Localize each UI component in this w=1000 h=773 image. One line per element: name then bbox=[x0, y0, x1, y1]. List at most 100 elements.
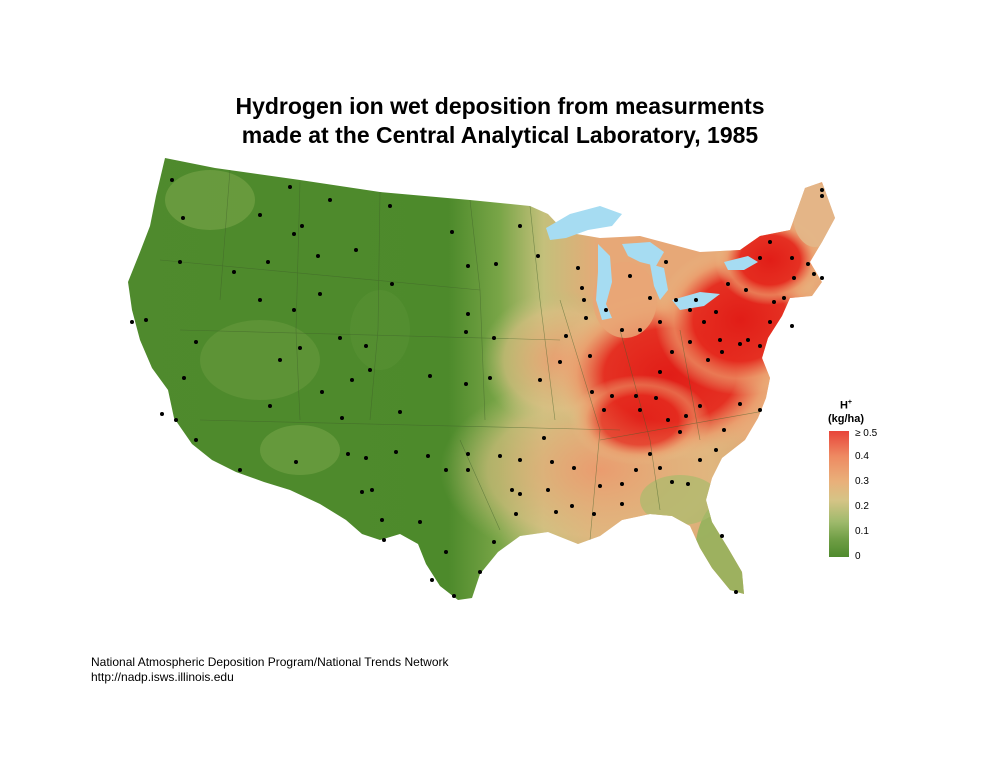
site-marker bbox=[294, 460, 298, 464]
site-marker bbox=[590, 390, 594, 394]
site-marker bbox=[450, 230, 454, 234]
site-marker bbox=[702, 320, 706, 324]
site-marker bbox=[684, 414, 688, 418]
site-marker bbox=[370, 488, 374, 492]
site-marker bbox=[288, 185, 292, 189]
site-marker bbox=[768, 240, 772, 244]
site-marker bbox=[488, 376, 492, 380]
site-marker bbox=[368, 368, 372, 372]
site-marker bbox=[542, 436, 546, 440]
site-markers bbox=[130, 178, 824, 598]
site-marker bbox=[820, 194, 824, 198]
site-marker bbox=[360, 490, 364, 494]
site-marker bbox=[268, 404, 272, 408]
site-marker bbox=[720, 534, 724, 538]
site-marker bbox=[466, 312, 470, 316]
site-marker bbox=[738, 342, 742, 346]
site-marker bbox=[510, 488, 514, 492]
legend-label-3: 0.2 bbox=[855, 501, 869, 512]
site-marker bbox=[638, 408, 642, 412]
site-marker bbox=[258, 213, 262, 217]
site-marker bbox=[298, 346, 302, 350]
legend-label-0: ≥ 0.5 bbox=[855, 428, 878, 439]
site-marker bbox=[572, 466, 576, 470]
site-marker bbox=[610, 394, 614, 398]
site-marker bbox=[194, 340, 198, 344]
site-marker bbox=[278, 358, 282, 362]
site-marker bbox=[688, 308, 692, 312]
site-marker bbox=[554, 510, 558, 514]
site-marker bbox=[634, 394, 638, 398]
site-marker bbox=[758, 256, 762, 260]
site-marker bbox=[464, 330, 468, 334]
site-marker bbox=[452, 594, 456, 598]
site-marker bbox=[604, 308, 608, 312]
site-marker bbox=[694, 298, 698, 302]
site-marker bbox=[758, 344, 762, 348]
site-marker bbox=[686, 482, 690, 486]
site-marker bbox=[782, 296, 786, 300]
site-marker bbox=[174, 418, 178, 422]
site-marker bbox=[426, 454, 430, 458]
legend-unit: (kg/ha) bbox=[827, 412, 865, 425]
legend-title: H+ (kg/ha) bbox=[826, 396, 866, 426]
site-marker bbox=[582, 298, 586, 302]
site-marker bbox=[316, 254, 320, 258]
legend-title-sup: + bbox=[847, 399, 853, 406]
site-marker bbox=[722, 428, 726, 432]
site-marker bbox=[738, 402, 742, 406]
site-marker bbox=[588, 354, 592, 358]
site-marker bbox=[292, 308, 296, 312]
site-marker bbox=[428, 374, 432, 378]
site-marker bbox=[160, 412, 164, 416]
site-marker bbox=[130, 320, 134, 324]
site-marker bbox=[806, 262, 810, 266]
site-marker bbox=[714, 448, 718, 452]
site-marker bbox=[670, 350, 674, 354]
site-marker bbox=[628, 274, 632, 278]
site-marker bbox=[678, 430, 682, 434]
site-marker bbox=[390, 282, 394, 286]
site-marker bbox=[194, 438, 198, 442]
site-marker bbox=[170, 178, 174, 182]
legend-color-bar bbox=[829, 431, 849, 557]
site-marker bbox=[364, 344, 368, 348]
site-marker bbox=[518, 492, 522, 496]
site-marker bbox=[340, 416, 344, 420]
site-marker bbox=[584, 316, 588, 320]
site-marker bbox=[380, 518, 384, 522]
site-marker bbox=[518, 224, 522, 228]
site-marker bbox=[292, 232, 296, 236]
site-marker bbox=[648, 296, 652, 300]
site-marker bbox=[514, 512, 518, 516]
site-marker bbox=[576, 266, 580, 270]
site-marker bbox=[812, 272, 816, 276]
site-marker bbox=[320, 390, 324, 394]
site-marker bbox=[318, 292, 322, 296]
site-marker bbox=[398, 410, 402, 414]
site-marker bbox=[444, 468, 448, 472]
site-marker bbox=[538, 378, 542, 382]
title-line-1: Hydrogen ion wet deposition from measurm… bbox=[235, 93, 765, 119]
site-marker bbox=[518, 458, 522, 462]
site-marker bbox=[698, 404, 702, 408]
site-marker bbox=[466, 264, 470, 268]
legend-label-5: 0 bbox=[855, 551, 861, 562]
site-marker bbox=[144, 318, 148, 322]
site-marker bbox=[598, 484, 602, 488]
legend-label-1: 0.4 bbox=[855, 451, 869, 462]
site-marker bbox=[430, 578, 434, 582]
site-marker bbox=[658, 320, 662, 324]
site-marker bbox=[300, 224, 304, 228]
site-marker bbox=[464, 382, 468, 386]
site-marker bbox=[492, 540, 496, 544]
site-marker bbox=[638, 328, 642, 332]
footer-line-2: http://nadp.isws.illinois.edu bbox=[91, 670, 234, 684]
site-marker bbox=[394, 450, 398, 454]
site-marker bbox=[768, 320, 772, 324]
site-marker bbox=[550, 460, 554, 464]
footer-credit: National Atmospheric Deposition Program/… bbox=[91, 655, 449, 685]
site-marker bbox=[266, 260, 270, 264]
site-marker bbox=[654, 396, 658, 400]
